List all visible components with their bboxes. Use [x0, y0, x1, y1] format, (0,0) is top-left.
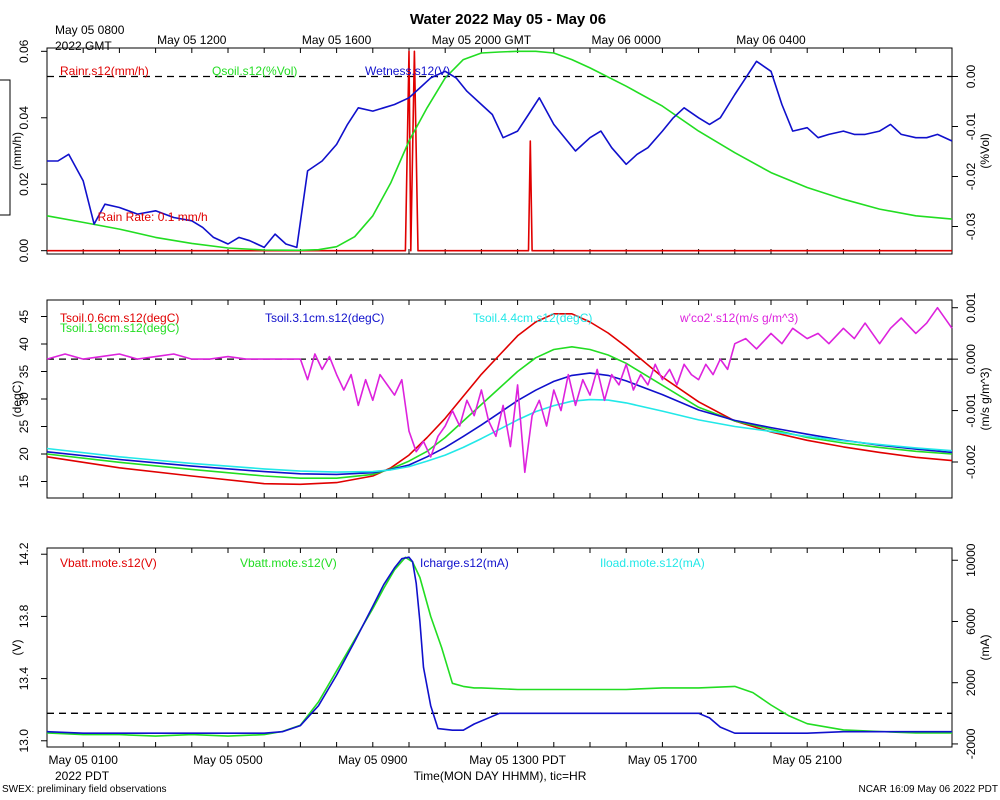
- y-tick-label-left: 45: [17, 310, 31, 324]
- legend-power-2: Icharge.s12(mA): [420, 556, 509, 570]
- y-tick-label-right: 10000: [964, 543, 978, 577]
- top-left-label-line1: May 05 0800: [55, 23, 125, 37]
- series-line-power-1: [46, 556, 952, 737]
- y-tick-label-left: 0.00: [17, 239, 31, 263]
- y-tick-label-left: 13.0: [17, 729, 31, 753]
- y-tick-label-left: 0.06: [17, 39, 31, 63]
- series-line-temperature-0: [46, 312, 953, 486]
- y-tick-label-right: -0.002: [964, 445, 978, 479]
- y-tick-label-right: -0.01: [964, 113, 978, 141]
- panel-frame-power: [46, 547, 953, 748]
- y-tick-label-right: -0.001: [964, 393, 978, 427]
- series-line-temperature-2: [46, 372, 953, 476]
- top-axis-tick-label: May 05 2000 GMT: [432, 33, 532, 47]
- top-axis-tick-label: May 05 1200: [157, 33, 227, 47]
- bottom-axis-tick-label: May 05 1300 PDT: [469, 753, 566, 767]
- top-axis-tick-label: May 05 1600: [302, 33, 372, 47]
- y-tick-label-left: 30: [17, 392, 31, 406]
- legend-temperature-4: w'co2'.s12(m/s g/m^3): [679, 311, 798, 325]
- y-tick-label-right: 2000: [964, 669, 978, 696]
- rain-rate-annotation: Rain Rate: 0.1 mm/h: [98, 210, 208, 224]
- y-tick-label-left: 25: [17, 420, 31, 434]
- legend-water-0: Rainr.s12(mm/h): [60, 64, 149, 78]
- cropped-legend-box: [0, 79, 11, 216]
- y-tick-label-right: 0.001: [964, 292, 978, 322]
- panel-frame-water: [46, 47, 953, 255]
- series-line-power-2: [46, 556, 952, 735]
- legend-water-1: Qsoil.s12(%Vol): [212, 64, 297, 78]
- legend-temperature-1: Tsoil.1.9cm.s12(degC): [60, 321, 179, 335]
- y-axis-label-left: (mm/h): [10, 132, 24, 170]
- footer-right: NCAR 16:09 May 06 2022 PDT: [858, 784, 998, 795]
- y-axis-label-right: (m/s g/m^3): [978, 368, 992, 431]
- y-tick-label-right: -0.02: [964, 163, 978, 191]
- top-axis-tick-label: May 06 0000: [592, 33, 662, 47]
- legend-temperature-0: Tsoil.0.6cm.s12(degC): [60, 311, 179, 325]
- bottom-axis-tick-label: May 05 0100: [49, 753, 119, 767]
- y-axis-label-left: (V): [10, 640, 24, 656]
- top-axis-tick-label: May 06 0400: [736, 33, 806, 47]
- bottom-left-label: 2022 PDT: [55, 769, 110, 783]
- bottom-axis-tick-label: May 05 1700: [628, 753, 698, 767]
- y-tick-label-left: 0.02: [17, 172, 31, 196]
- y-tick-label-left: 20: [17, 447, 31, 461]
- y-tick-label-left: 15: [17, 475, 31, 489]
- legend-water-2: Wetness.s12(V): [365, 64, 450, 78]
- series-line-temperature-4: [46, 306, 953, 474]
- series-line-temperature-1: [46, 345, 953, 480]
- y-tick-label-left: 14.2: [17, 542, 31, 566]
- x-axis-label: Time(MON DAY HHMM), tic=HR: [414, 769, 587, 783]
- y-tick-label-left: 40: [17, 337, 31, 351]
- y-tick-label-left: 0.04: [17, 106, 31, 130]
- legend-power-3: Iload.mote.s12(mA): [600, 556, 705, 570]
- y-axis-label-left: (degC): [10, 381, 24, 418]
- y-tick-label-left: 13.4: [17, 667, 31, 691]
- top-left-label-line2: 2022 GMT: [55, 39, 112, 53]
- y-axis-label-right: (mA): [978, 635, 992, 661]
- bottom-axis-tick-label: May 05 0500: [193, 753, 263, 767]
- y-tick-label-right: -2000: [964, 728, 978, 759]
- legend-power-1: Vbatt.mote.s12(V): [240, 556, 337, 570]
- y-axis-label-right: (%Vol): [978, 133, 992, 168]
- series-line-temperature-3: [46, 398, 953, 473]
- footer-left: SWEX: preliminary field observations: [2, 784, 167, 795]
- legend-temperature-3: Tsoil.4.4cm.s12(degC): [473, 311, 592, 325]
- y-tick-label-right: 0.000: [964, 344, 978, 374]
- y-tick-label-right: -0.03: [964, 213, 978, 241]
- bottom-axis-tick-label: May 05 0900: [338, 753, 408, 767]
- y-tick-label-right: 0.00: [964, 64, 978, 88]
- panels-group: 0.00 0.02 0.04 0.06 -0.03 -0.02 -0.01 0.00 (mm/h…: [10, 33, 992, 767]
- y-tick-label-left: 13.8: [17, 604, 31, 628]
- y-tick-label-right: 6000: [964, 608, 978, 635]
- chart-title: Water 2022 May 05 - May 06: [410, 11, 606, 28]
- series-line-water-1: [46, 50, 953, 252]
- bottom-axis-tick-label: May 05 2100: [773, 753, 843, 767]
- y-tick-label-left: 35: [17, 365, 31, 379]
- legend-power-0: Vbatt.mote.s12(V): [60, 556, 157, 570]
- series-line-water-2: [47, 60, 953, 249]
- legend-temperature-2: Tsoil.3.1cm.s12(degC): [265, 311, 384, 325]
- series-line-water-0: [47, 50, 952, 252]
